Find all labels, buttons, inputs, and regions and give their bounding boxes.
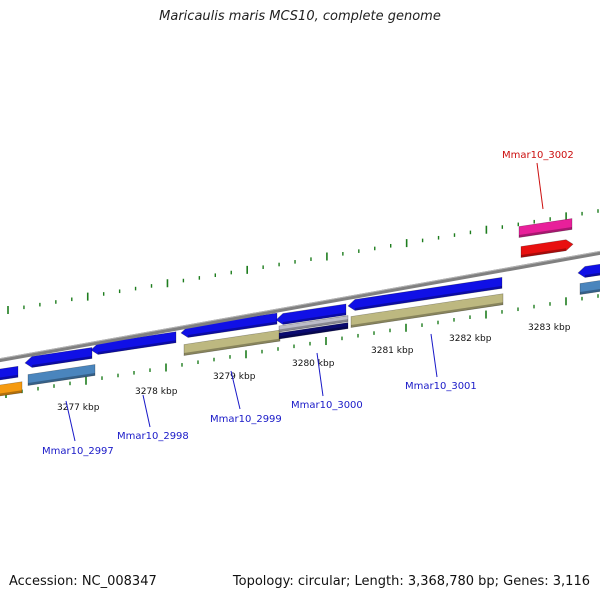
gene-bar-steelblue-shade: [580, 289, 600, 295]
cds-arrow-shade: [283, 312, 346, 325]
backbone-highlight: [0, 250, 600, 360]
inner-tick-ring: [5, 294, 599, 398]
gene-label: Mmar10_3000: [291, 400, 363, 411]
gene-label-leader: [536, 162, 544, 210]
genome-backbone: [0, 250, 600, 363]
scale-label: 3277 kbp: [57, 403, 100, 413]
outer-tick-ring: [7, 209, 599, 314]
cds-arrow: [347, 277, 503, 311]
gene-bar-khaki-shade: [351, 302, 503, 328]
gene-bar-silver-shade: [279, 319, 348, 332]
gene-label-leader: [142, 394, 151, 428]
cds-arrow-shade: [0, 374, 18, 381]
gene-track: [0, 218, 600, 397]
gene-bar-pink: [518, 218, 573, 238]
cds-arrow: [275, 303, 347, 325]
backbone-line: [0, 250, 600, 363]
cds-arrow-shade: [32, 355, 92, 368]
gene-arrow-red: [520, 239, 574, 258]
map-title: Maricaulis maris MCS10, complete genome: [159, 9, 441, 24]
gene-bar-steelblue: [579, 280, 600, 295]
gene-label: Mmar10_3001: [405, 381, 477, 392]
scale-labels: 3277 kbp 3278 kbp 3279 kbp 3280 kbp 3281 kbp…: [57, 323, 571, 413]
gene-label: Mmar10_2999: [210, 414, 282, 425]
gene-label: Mmar10_2997: [42, 446, 114, 457]
cds-arrow-shade: [585, 272, 600, 278]
gene-bar-navy-shade: [279, 326, 348, 339]
cds-arrow-shade: [188, 321, 277, 338]
accession-text: Accession: NC_008347: [9, 574, 157, 589]
cds-arrow-shade: [98, 340, 176, 355]
genome-summary-text: Topology: circular; Length: 3,368,780 bp…: [232, 574, 590, 589]
gene-bar-orange: [0, 381, 23, 397]
gene-arrow-red-shade: [521, 248, 566, 258]
gene-label-leader: [316, 352, 324, 397]
gene-bar-khaki: [350, 293, 504, 328]
scale-label: 3283 kbp: [528, 323, 571, 333]
scale-label: 3281 kbp: [371, 346, 414, 356]
gene-bar-pink-shade: [519, 227, 572, 238]
cds-arrow: [0, 365, 19, 381]
gene-label: Mmar10_3002: [502, 150, 574, 161]
cds-arrow: [180, 312, 278, 338]
gene-bar-khaki-shade: [184, 338, 280, 356]
gene-label-leader: [65, 400, 76, 442]
cds-arrow-shade: [355, 285, 502, 311]
gene-label-leader: [230, 370, 241, 410]
scale-label: 3280 kbp: [292, 359, 335, 369]
gene-label-leader: [430, 333, 438, 378]
gene-bar-steelblue: [27, 364, 96, 386]
gene-bar-steelblue-shade: [28, 372, 95, 386]
scale-label: 3278 kbp: [135, 387, 178, 397]
cds-arrow: [577, 263, 600, 278]
gene-label: Mmar10_2998: [117, 431, 189, 442]
scale-label: 3282 kbp: [449, 334, 492, 344]
cds-arrow: [24, 347, 93, 368]
scale-label: 3279 kbp: [213, 372, 256, 382]
cds-arrow: [90, 331, 177, 355]
gene-bar-orange-shade: [0, 390, 22, 397]
gene-bar-silver: [278, 315, 349, 333]
gene-bar-khaki: [183, 329, 281, 356]
gene-bar-navy: [278, 322, 349, 340]
